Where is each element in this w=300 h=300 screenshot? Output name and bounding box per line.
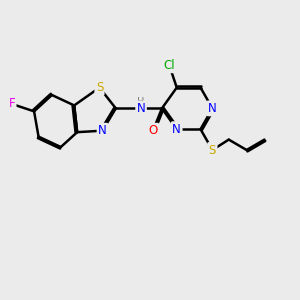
Text: O: O — [148, 124, 158, 137]
Text: N: N — [172, 123, 181, 136]
Text: H: H — [137, 97, 145, 107]
Text: N: N — [98, 124, 107, 137]
Text: F: F — [8, 98, 15, 110]
Text: S: S — [209, 143, 216, 157]
Text: S: S — [96, 81, 103, 94]
Text: N: N — [208, 102, 217, 115]
Text: Cl: Cl — [164, 59, 175, 72]
Text: N: N — [137, 102, 146, 115]
